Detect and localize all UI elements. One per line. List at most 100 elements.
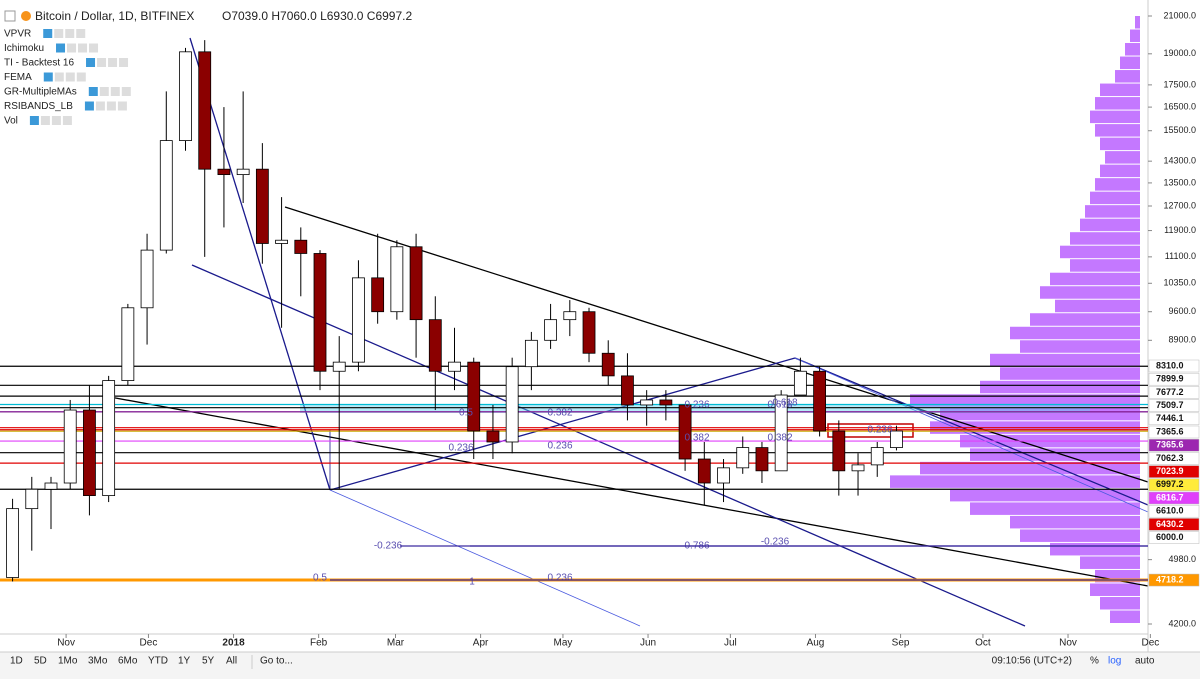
y-tick-label: 12700.0 <box>1163 200 1196 210</box>
range-button[interactable]: 5D <box>34 656 47 667</box>
indicator-name[interactable]: TI - Backtest 16 <box>4 58 74 69</box>
level-label: 6816.7 <box>1156 492 1184 502</box>
volume-profile-bar <box>950 488 1140 502</box>
indicator-name[interactable]: VPVR <box>4 29 31 40</box>
trend-line <box>284 206 1149 483</box>
candle-body <box>832 430 846 472</box>
level-label-bg <box>1148 518 1200 531</box>
indicator-button[interactable] <box>43 72 53 82</box>
y-tick-label: 15500.0 <box>1163 125 1196 135</box>
candle-body <box>678 404 692 460</box>
indicator-button[interactable] <box>54 29 64 38</box>
indicator-button[interactable] <box>51 116 61 125</box>
indicator-button[interactable] <box>97 58 107 67</box>
range-button[interactable]: 1Y <box>178 656 191 667</box>
volume-profile-bar <box>1070 259 1140 272</box>
range-button[interactable]: 5Y <box>202 656 215 667</box>
trend-line <box>189 37 331 491</box>
candle-body <box>870 447 884 466</box>
volume-profile-bar <box>1085 205 1140 218</box>
range-button[interactable]: YTD <box>148 656 168 667</box>
indicator-button[interactable] <box>121 87 131 96</box>
level-label: 7023.9 <box>1156 466 1184 476</box>
range-button[interactable]: All <box>226 656 237 667</box>
candle-body <box>448 361 461 372</box>
indicator-button[interactable] <box>62 116 72 125</box>
candle-body <box>793 370 807 396</box>
y-tick-label: 4200.0 <box>1168 618 1196 628</box>
volume-profile-bar <box>1020 340 1140 353</box>
candle-body <box>44 482 58 490</box>
candle-body <box>236 168 250 176</box>
indicator-name[interactable]: GR-MultipleMAs <box>4 87 77 98</box>
indicator-button[interactable] <box>54 72 64 82</box>
fib-label: 0.236 <box>547 441 572 452</box>
indicator-button[interactable] <box>88 87 98 96</box>
x-tick-label: Feb <box>310 638 328 649</box>
y-tick-label: 11100.0 <box>1165 251 1196 261</box>
volume-profile-bar <box>1130 29 1140 43</box>
volume-profile-bar <box>1095 178 1140 191</box>
candle-body <box>736 447 750 469</box>
auto-toggle[interactable]: auto <box>1135 656 1155 667</box>
indicator-button[interactable] <box>106 101 116 111</box>
indicator-button[interactable] <box>56 43 66 53</box>
indicator-button[interactable] <box>65 29 75 38</box>
x-tick-label: Jul <box>724 638 737 649</box>
indicator-button[interactable] <box>84 101 94 111</box>
indicator-button[interactable] <box>76 72 86 82</box>
trend-line <box>191 264 1026 627</box>
candle-body <box>428 319 442 372</box>
volume-profile-bar <box>1010 326 1140 340</box>
fib-label: 0.5 <box>459 408 473 419</box>
indicator-name[interactable]: RSIBANDS_LB <box>4 101 73 112</box>
indicator-button[interactable] <box>89 43 99 53</box>
volume-profile-bar <box>980 380 1140 394</box>
y-tick-label: 17500.0 <box>1163 79 1196 89</box>
indicator-name[interactable]: FEMA <box>4 72 32 83</box>
volume-profile-bar <box>1080 218 1140 232</box>
indicator-button[interactable] <box>119 58 129 67</box>
level-label-bg <box>1148 531 1200 544</box>
percent-toggle[interactable]: % <box>1090 656 1099 667</box>
fib-label: 1 <box>469 577 475 588</box>
indicator-button[interactable] <box>95 101 105 111</box>
goto-button[interactable]: Go to... <box>260 656 293 667</box>
fib-label: 0.382 <box>684 433 709 444</box>
x-tick-label: May <box>553 638 572 649</box>
level-label-bg <box>1148 491 1200 505</box>
candle-body <box>755 447 769 472</box>
indicator-button[interactable] <box>40 116 50 125</box>
indicator-name[interactable]: Ichimoku <box>4 43 44 54</box>
indicator-button[interactable] <box>108 58 118 67</box>
candle-body <box>352 277 365 363</box>
indicator-button[interactable] <box>29 116 39 125</box>
volume-profile-bar <box>890 475 1140 488</box>
indicator-button[interactable] <box>43 29 53 38</box>
candle-body <box>102 380 116 497</box>
volume-profile-bar <box>910 394 1140 407</box>
indicator-button[interactable] <box>76 29 86 38</box>
indicator-button[interactable] <box>78 43 88 53</box>
indicator-name[interactable]: Vol <box>4 116 18 127</box>
level-label: 8310.0 <box>1156 360 1184 370</box>
collapse-button[interactable] <box>4 10 16 22</box>
indicator-button[interactable] <box>117 101 127 111</box>
indicator-button[interactable] <box>99 87 109 96</box>
indicator-button[interactable] <box>86 58 96 67</box>
range-button[interactable]: 3Mo <box>88 656 108 667</box>
fib-label: 0.382 <box>547 408 572 419</box>
level-label: 7062.3 <box>1156 453 1184 463</box>
x-tick-label: Mar <box>387 638 405 649</box>
range-button[interactable]: 1D <box>10 656 23 667</box>
y-tick-label: 10350.0 <box>1163 278 1196 288</box>
range-button[interactable]: 1Mo <box>58 656 78 667</box>
log-toggle[interactable]: log <box>1108 656 1121 667</box>
candle-body <box>563 311 577 321</box>
indicator-button[interactable] <box>65 72 75 82</box>
indicator-button[interactable] <box>110 87 120 96</box>
range-button[interactable]: 6Mo <box>118 656 138 667</box>
candle-body <box>275 239 288 244</box>
indicator-button[interactable] <box>67 43 77 53</box>
level-label: 7446.1 <box>1156 413 1184 423</box>
